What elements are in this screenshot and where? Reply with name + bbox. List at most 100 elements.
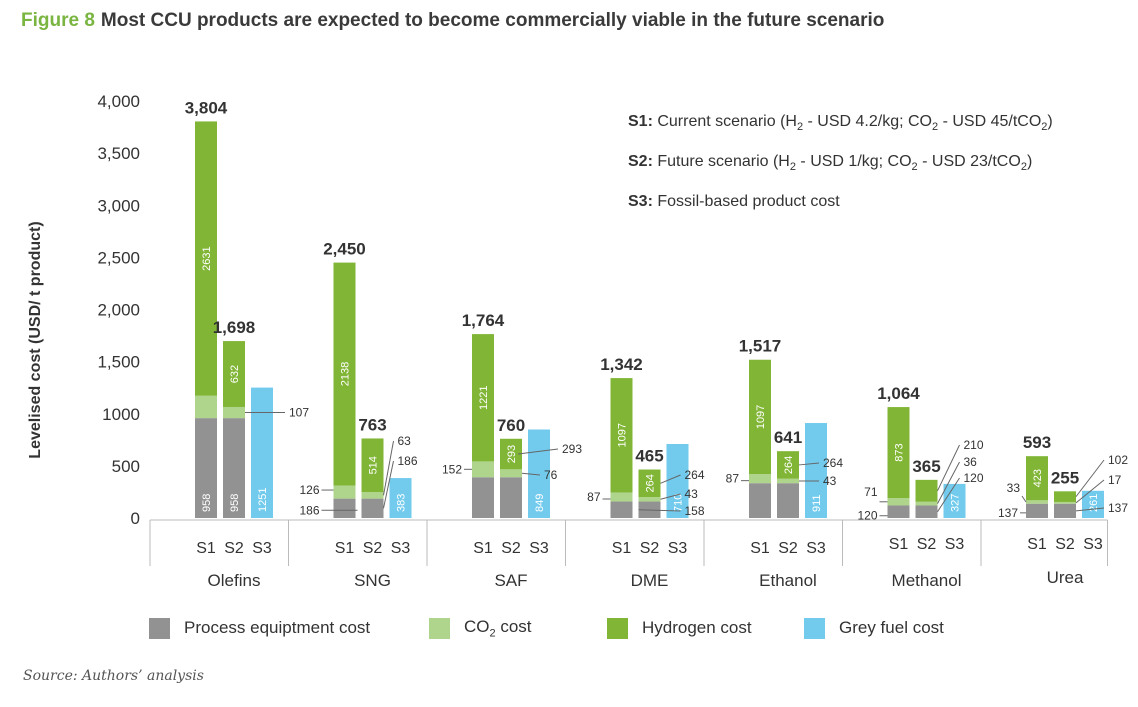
x-tick-label: S2	[501, 540, 521, 557]
callout-line	[1075, 479, 1105, 504]
bar-co2	[610, 492, 633, 502]
bar-process-equipment	[361, 498, 384, 518]
callout-line	[521, 472, 541, 476]
y-axis-label: Levelised cost (USD/ t product)	[27, 221, 44, 458]
bar-co2	[638, 497, 661, 502]
bar-total-label: 641	[774, 428, 802, 447]
bar-co2	[915, 501, 938, 506]
bar-total-label: 760	[497, 416, 525, 435]
callout-label: 264	[685, 468, 705, 482]
x-tick-label: S2	[224, 540, 244, 557]
category-label: Urea	[1047, 568, 1084, 587]
scenario-note: S3: Fossil-based product cost	[628, 193, 840, 210]
x-tick-label: S1	[750, 540, 770, 557]
bar-hydrogen	[610, 378, 633, 493]
y-tick-label: 3,500	[97, 144, 140, 163]
bar-process-equipment	[223, 418, 245, 518]
bar-process-equipment	[887, 505, 910, 518]
callout-label: 43	[685, 487, 699, 501]
x-tick-label: S3	[391, 540, 411, 557]
bar-value-label: 2138	[340, 362, 352, 386]
bar-grey-fuel	[1082, 490, 1104, 518]
callout-label: 137	[998, 506, 1018, 520]
bar-hydrogen	[749, 359, 771, 475]
bar-total-label: 763	[358, 415, 386, 434]
legend-label: CO2 cost	[464, 616, 532, 640]
callout-label: 126	[299, 483, 319, 497]
bar-hydrogen	[500, 438, 522, 470]
bar-value-label: 710	[673, 494, 685, 512]
bar-total-label: 255	[1051, 468, 1079, 487]
bar-grey-fuel	[805, 423, 827, 518]
bar-co2	[333, 485, 356, 499]
x-tick-label: S2	[1055, 536, 1075, 553]
callout-line	[660, 474, 681, 484]
callout-line	[1075, 507, 1105, 512]
callout-label: 17	[1108, 473, 1122, 487]
callout-line	[1021, 495, 1027, 503]
y-tick-label: 3,000	[97, 196, 140, 215]
callout-line	[937, 461, 960, 504]
bar-total-label: 1,517	[739, 337, 782, 356]
y-tick-label: 2,500	[97, 248, 140, 267]
x-tick-label: S1	[1027, 536, 1047, 553]
figure-title-text: Most CCU products are expected to become…	[100, 10, 885, 31]
bar-co2	[472, 461, 494, 478]
bar-total-label: 1,064	[877, 384, 920, 403]
scenario-note: S2: Future scenario (H2 - USD 1/kg; CO2 …	[628, 153, 1033, 174]
category-label: Olefins	[208, 571, 261, 590]
callout-label: 152	[442, 462, 462, 476]
callout-line	[383, 440, 394, 496]
x-tick-label: S1	[196, 540, 216, 557]
bar-hydrogen	[472, 334, 494, 462]
callout-label: 87	[587, 490, 601, 504]
legend-item: CO2 cost	[429, 616, 532, 640]
x-tick-label: S2	[640, 540, 660, 557]
bar-value-label: 383	[396, 494, 408, 512]
bar-value-label: 632	[229, 365, 241, 383]
bar-total-label: 1,698	[213, 318, 256, 337]
x-tick-label: S3	[668, 540, 688, 557]
source-note: Source: Authors’ analysis	[23, 668, 204, 684]
bar-hydrogen	[887, 407, 910, 499]
callout-line	[517, 448, 559, 455]
legend-swatch	[429, 617, 450, 639]
callout-label: 120	[964, 471, 984, 485]
bar-process-equipment	[915, 505, 938, 518]
bar-hydrogen	[777, 451, 799, 479]
x-tick-label: S3	[1083, 536, 1103, 553]
bar-value-label: 958	[229, 494, 241, 512]
bar-co2	[1026, 500, 1048, 504]
bar-hydrogen	[195, 121, 217, 396]
bar-value-label: 327	[950, 494, 962, 512]
bar-grey-fuel	[943, 483, 966, 518]
bar-value-label: 514	[368, 456, 380, 474]
callout-label: 293	[562, 442, 582, 456]
legend-item: Grey fuel cost	[804, 616, 944, 640]
bar-value-label: 958	[201, 494, 213, 512]
bar-co2	[777, 478, 799, 484]
bar-hydrogen	[1026, 456, 1048, 501]
bar-co2	[749, 474, 771, 484]
callout-label: 36	[964, 455, 978, 469]
bar-hydrogen	[361, 438, 384, 493]
callout-line	[937, 477, 960, 513]
y-tick-label: 0	[131, 509, 140, 528]
y-tick-label: 2,000	[97, 301, 140, 320]
x-tick-label: S2	[778, 540, 798, 557]
x-tick-label: S1	[889, 536, 909, 553]
legend-label: Process equiptment cost	[184, 618, 371, 637]
bar-co2	[887, 498, 910, 506]
bar-hydrogen	[333, 262, 356, 486]
x-tick-label: S3	[529, 540, 549, 557]
bar-grey-fuel	[389, 478, 412, 518]
callout-line	[1075, 459, 1105, 497]
bar-hydrogen	[915, 479, 938, 502]
bar-process-equipment	[1026, 503, 1048, 518]
bar-value-label: 264	[645, 474, 657, 492]
bar-process-equipment	[1054, 503, 1076, 518]
bar-value-label: 911	[811, 494, 823, 512]
callout-label: 33	[1007, 481, 1021, 495]
callout-label: 120	[857, 509, 877, 523]
